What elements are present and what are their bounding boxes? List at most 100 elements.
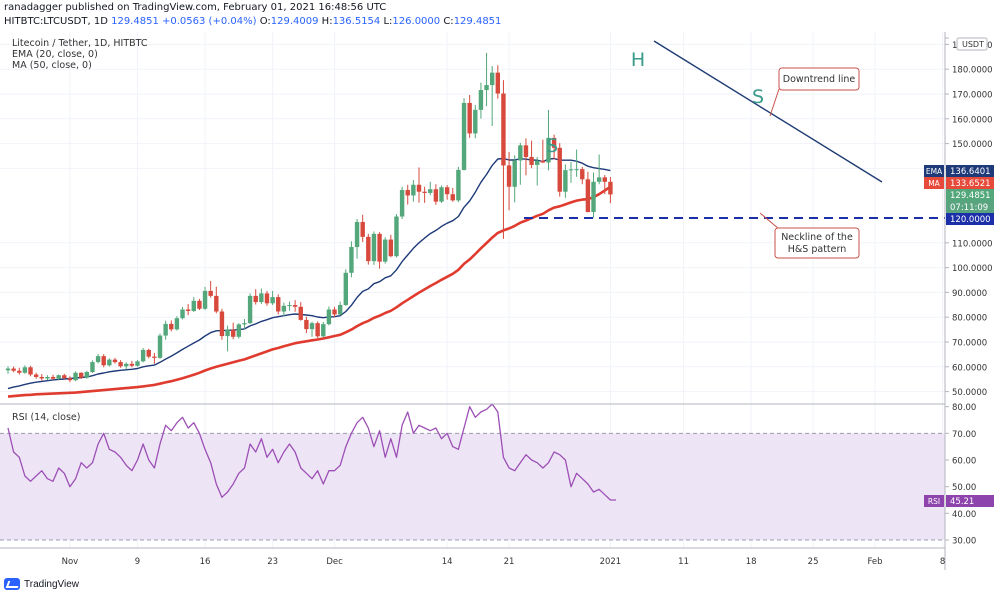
candle[interactable] bbox=[56, 374, 61, 381]
candle[interactable] bbox=[405, 184, 410, 205]
candle[interactable] bbox=[140, 347, 146, 363]
candle[interactable] bbox=[585, 171, 591, 213]
candle[interactable] bbox=[135, 360, 140, 367]
candle[interactable] bbox=[202, 286, 208, 311]
candle[interactable] bbox=[152, 352, 157, 364]
candle[interactable] bbox=[292, 300, 298, 312]
candle[interactable] bbox=[467, 94, 472, 138]
candle[interactable] bbox=[343, 269, 348, 306]
candle[interactable] bbox=[377, 232, 382, 269]
candle[interactable] bbox=[354, 218, 360, 259]
candle[interactable] bbox=[157, 333, 163, 359]
candle[interactable] bbox=[124, 362, 129, 370]
candle[interactable] bbox=[304, 316, 309, 334]
candle[interactable] bbox=[366, 233, 371, 265]
candle[interactable] bbox=[580, 166, 585, 185]
candle[interactable] bbox=[602, 175, 607, 195]
candle[interactable] bbox=[242, 318, 247, 330]
candle[interactable] bbox=[118, 360, 123, 368]
candle[interactable] bbox=[416, 167, 422, 203]
legend-ma[interactable]: MA (50, close, 0) bbox=[12, 60, 92, 71]
candle[interactable] bbox=[270, 290, 275, 306]
candle[interactable] bbox=[512, 155, 517, 203]
candle[interactable] bbox=[529, 140, 534, 169]
candle[interactable] bbox=[33, 372, 39, 379]
currency-box[interactable] bbox=[956, 37, 988, 51]
candle[interactable] bbox=[546, 109, 551, 171]
candle[interactable] bbox=[185, 304, 191, 316]
symbol[interactable]: HITBTC:LTCUSDT, 1D bbox=[4, 16, 108, 27]
candle[interactable] bbox=[39, 373, 44, 381]
candle[interactable] bbox=[591, 172, 596, 218]
candle[interactable] bbox=[84, 370, 90, 379]
candle[interactable] bbox=[315, 321, 320, 339]
candle[interactable] bbox=[11, 366, 16, 373]
candle[interactable] bbox=[484, 52, 489, 107]
candle[interactable] bbox=[163, 320, 168, 340]
candle[interactable] bbox=[28, 365, 33, 377]
candle[interactable] bbox=[264, 290, 270, 306]
candle[interactable] bbox=[388, 234, 394, 258]
candle[interactable] bbox=[309, 321, 315, 337]
candle[interactable] bbox=[428, 181, 433, 196]
candle[interactable] bbox=[231, 322, 236, 340]
candle[interactable] bbox=[360, 214, 365, 243]
candle[interactable] bbox=[608, 177, 613, 204]
candle[interactable] bbox=[90, 360, 95, 373]
candle[interactable] bbox=[461, 98, 467, 171]
candle[interactable] bbox=[17, 367, 22, 375]
candle[interactable] bbox=[563, 164, 568, 198]
candle[interactable] bbox=[73, 371, 78, 382]
candle[interactable] bbox=[129, 360, 135, 368]
candle[interactable] bbox=[50, 374, 56, 380]
candle[interactable] bbox=[95, 353, 101, 364]
candle[interactable] bbox=[349, 241, 354, 278]
candle[interactable] bbox=[535, 156, 540, 186]
candle[interactable] bbox=[540, 139, 546, 164]
rsi-legend[interactable]: RSI (14, close) bbox=[12, 412, 81, 423]
candle[interactable] bbox=[208, 280, 213, 298]
candle[interactable] bbox=[518, 142, 523, 185]
candle[interactable] bbox=[276, 294, 281, 315]
candle[interactable] bbox=[523, 138, 529, 176]
candle[interactable] bbox=[411, 180, 416, 202]
candle[interactable] bbox=[191, 297, 196, 312]
candle[interactable] bbox=[298, 302, 303, 321]
candle[interactable] bbox=[78, 372, 84, 379]
candle[interactable] bbox=[473, 104, 478, 139]
candle[interactable] bbox=[456, 166, 461, 203]
candle[interactable] bbox=[371, 231, 377, 265]
candle[interactable] bbox=[169, 320, 174, 332]
candle[interactable] bbox=[219, 308, 225, 340]
candle[interactable] bbox=[326, 306, 332, 326]
candle[interactable] bbox=[433, 184, 439, 205]
candle[interactable] bbox=[287, 301, 292, 311]
candle[interactable] bbox=[22, 365, 28, 374]
candle[interactable] bbox=[596, 154, 602, 185]
candle[interactable] bbox=[422, 186, 427, 203]
candle[interactable] bbox=[180, 307, 185, 320]
candle[interactable] bbox=[62, 373, 67, 380]
candle[interactable] bbox=[112, 357, 118, 364]
downtrend-line[interactable] bbox=[653, 40, 883, 183]
candle[interactable] bbox=[332, 306, 337, 317]
candle[interactable] bbox=[568, 161, 574, 183]
candle[interactable] bbox=[495, 65, 501, 99]
candle[interactable] bbox=[214, 286, 219, 314]
candle[interactable] bbox=[174, 316, 180, 331]
candle[interactable] bbox=[574, 149, 579, 177]
candle[interactable] bbox=[444, 185, 450, 200]
candle[interactable] bbox=[337, 301, 343, 316]
candle[interactable] bbox=[489, 65, 495, 126]
legend-ema[interactable]: EMA (20, close, 0) bbox=[12, 49, 98, 60]
candle[interactable] bbox=[5, 366, 11, 374]
candle[interactable] bbox=[450, 187, 455, 202]
candle[interactable] bbox=[281, 302, 287, 317]
candle[interactable] bbox=[439, 185, 444, 203]
candle[interactable] bbox=[321, 321, 326, 338]
candle[interactable] bbox=[478, 82, 484, 119]
candle[interactable] bbox=[101, 354, 106, 368]
candle[interactable] bbox=[247, 293, 253, 324]
candle[interactable] bbox=[506, 152, 512, 211]
